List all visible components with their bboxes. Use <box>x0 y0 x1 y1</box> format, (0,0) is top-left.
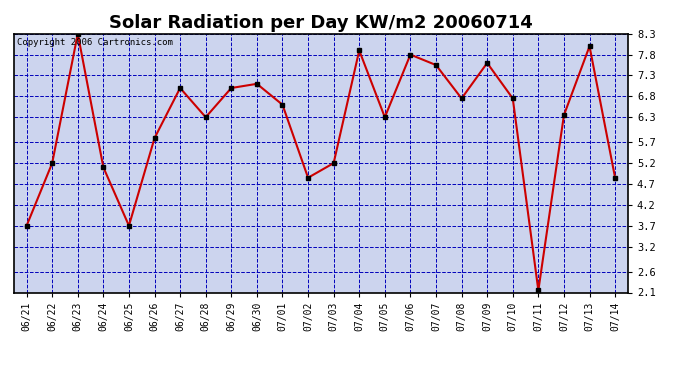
Title: Solar Radiation per Day KW/m2 20060714: Solar Radiation per Day KW/m2 20060714 <box>109 14 533 32</box>
Text: Copyright 2006 Cartronics.com: Copyright 2006 Cartronics.com <box>17 38 172 46</box>
